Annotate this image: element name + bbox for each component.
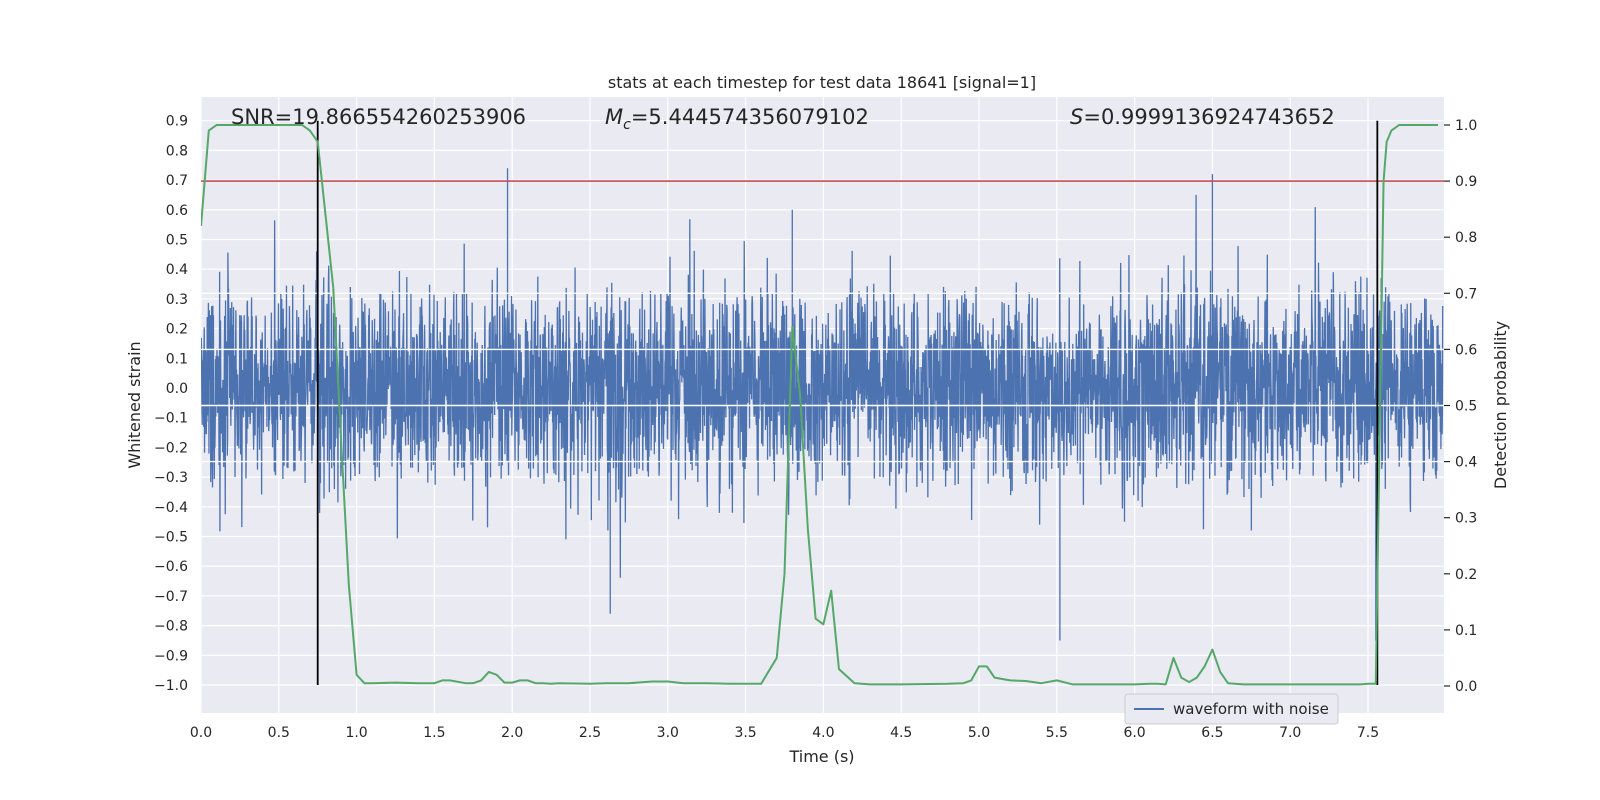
y-left-tick-label: −0.6 (154, 559, 188, 575)
y-axis-label-left: Whitened strain (125, 341, 144, 468)
y-right-tick-label: 0.3 (1455, 511, 1477, 527)
y-left-tick-label: −1.0 (154, 678, 188, 694)
y-left-tick-label: −0.4 (154, 500, 188, 516)
chirp-mass-value: =5.444574356079102 (631, 105, 869, 129)
right-axis-grid (201, 292, 1444, 463)
legend-box (1124, 693, 1339, 725)
x-tick-label: 1.5 (423, 725, 445, 741)
probability-line (201, 124, 1439, 686)
y-right-tick-label: 0.9 (1455, 174, 1477, 190)
noise-waveform (201, 168, 1444, 641)
x-tick-label: 3.5 (734, 725, 756, 741)
y-left-tick-label: 0.5 (166, 233, 188, 249)
x-tick-label: 0.0 (190, 725, 212, 741)
legend-label: waveform with noise (1173, 700, 1329, 718)
chirp-mass-symbol: M (605, 105, 623, 129)
y-right-tick-label: 0.0 (1455, 679, 1477, 695)
score-annotation: S=0.9999136924743652 (1070, 105, 1335, 129)
y-right-tick-label: 0.8 (1455, 230, 1477, 246)
y-left-tick-label: 0.2 (166, 322, 188, 338)
x-axis-label: Time (s) (788, 747, 854, 766)
y-left-tick-label: 0.8 (166, 143, 188, 159)
y-left-tick-label: −0.3 (154, 470, 188, 486)
x-tick-label: 0.5 (268, 725, 290, 741)
y-left-tick-label: −0.1 (154, 411, 188, 427)
x-tick-label: 5.5 (1046, 725, 1068, 741)
chirp-mass-annotation: Mc=5.444574356079102 (605, 105, 869, 133)
x-tick-labels: 0.0 0.5 1.0 1.5 2.0 2.5 3.0 3.5 4.0 4.5 5.0 5.5 6.0 6… (190, 725, 1379, 741)
y-left-tick-label: −0.2 (154, 440, 188, 456)
x-tick-label: 7.0 (1279, 725, 1301, 741)
chart-title: stats at each timestep for test data 186… (608, 73, 1036, 92)
probability-series (201, 124, 1439, 686)
y-axis-label-right: Detection probability (1491, 321, 1510, 489)
y-left-tick-label: −0.8 (154, 619, 188, 635)
y-left-tick-label: −0.7 (154, 589, 188, 605)
y-right-tick-label: 0.2 (1455, 567, 1477, 583)
noise-waveform-line (201, 168, 1444, 641)
chirp-mass-subscript: c (623, 117, 631, 133)
y-right-tick-label: 0.5 (1455, 399, 1477, 415)
y-left-tick-label: 0.4 (166, 262, 188, 278)
y-left-tick-label: −0.9 (154, 648, 188, 664)
y-left-tick-label: 0.3 (166, 292, 188, 308)
y-left-tick-labels: 0.9 0.8 0.7 0.6 0.5 0.4 0.3 0.2 0.1 0.0 −0.1 −0.2 −0… (154, 114, 188, 694)
y-left-tick-label: 0.0 (166, 381, 188, 397)
snr-annotation: SNR=19.866554260253906 (231, 105, 526, 129)
x-tick-label: 6.0 (1123, 725, 1145, 741)
x-tick-label: 1.0 (345, 725, 367, 741)
y-left-tick-label: −0.5 (154, 530, 188, 546)
y-right-tick-label: 0.4 (1455, 455, 1477, 471)
y-left-tick-label: 0.1 (166, 351, 188, 367)
x-tick-label: 7.5 (1357, 725, 1379, 741)
score-symbol: S (1070, 105, 1083, 129)
x-tick-label: 4.5 (890, 725, 912, 741)
legend: waveform with noise (1124, 693, 1339, 725)
x-tick-label: 6.5 (1201, 725, 1223, 741)
y-right-tick-label: 0.6 (1455, 342, 1477, 358)
x-tick-label: 2.0 (501, 725, 523, 741)
score-value: =0.9999136924743652 (1083, 105, 1334, 129)
y-right-tick-labels: 1.0 0.9 0.8 0.7 0.6 0.5 0.4 0.3 0.2 0.1 0.0 (1444, 118, 1477, 695)
x-tick-label: 5.0 (968, 725, 990, 741)
x-tick-label: 2.5 (579, 725, 601, 741)
y-right-tick-label: 1.0 (1455, 118, 1477, 134)
y-right-tick-label: 0.7 (1455, 286, 1477, 302)
y-right-tick-label: 0.1 (1455, 623, 1477, 639)
y-left-tick-label: 0.9 (166, 114, 188, 130)
x-tick-label: 4.0 (812, 725, 834, 741)
y-left-tick-label: 0.6 (166, 203, 188, 219)
x-tick-label: 3.0 (657, 725, 679, 741)
y-left-tick-label: 0.7 (166, 173, 188, 189)
